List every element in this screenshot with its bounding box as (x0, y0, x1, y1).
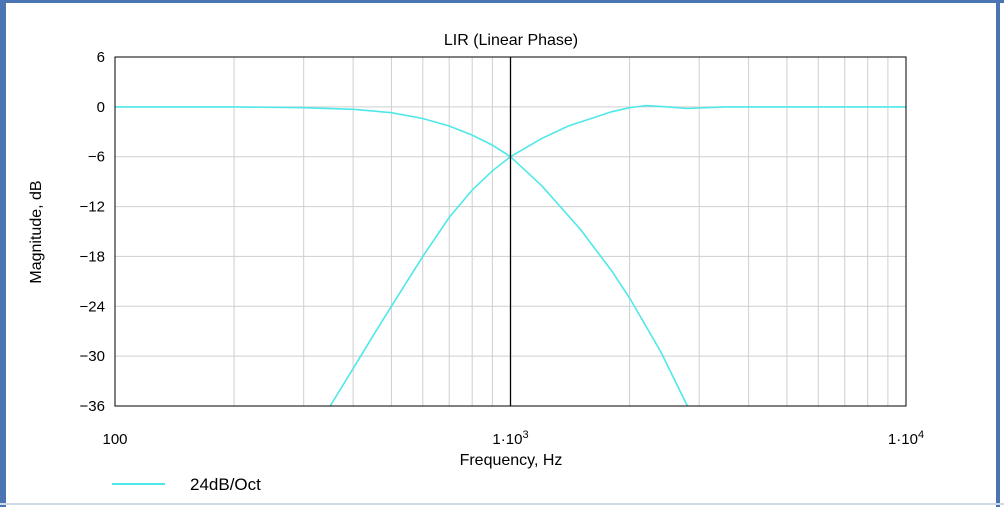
series-curve-lowpass (115, 106, 689, 407)
y-axis-title: Magnitude, dB (28, 180, 45, 283)
x-axis-title: Frequency, Hz (460, 452, 563, 469)
frame-top-border (0, 0, 1004, 3)
plot-area (115, 104, 906, 407)
y-tick-label: −24 (80, 298, 105, 315)
y-tick-label: −36 (80, 398, 105, 415)
y-tick-label: −12 (80, 199, 105, 216)
y-tick-label: 6 (97, 49, 105, 66)
x-tick-label: 100 (102, 431, 127, 448)
frame-left-border (0, 0, 6, 507)
y-tick-label: −30 (80, 348, 105, 365)
y-tick-label: −18 (80, 248, 105, 265)
y-tick-label: 0 (97, 99, 105, 116)
series-curve-highpass (329, 104, 906, 407)
frame-right-border (996, 0, 1000, 507)
legend: 24dB/Oct (112, 475, 261, 494)
axes: 6 0 −6 −12 −18 −24 −30 −36 100 1·103 1·104 (80, 49, 925, 448)
x-tick-label: 1·104 (888, 429, 924, 448)
y-tick-label: −6 (88, 149, 105, 166)
legend-label: 24dB/Oct (190, 475, 261, 494)
x-tick-label: 1·103 (492, 429, 528, 448)
chart-title: LIR (Linear Phase) (444, 32, 578, 49)
frame-bottom-border (0, 503, 1004, 505)
